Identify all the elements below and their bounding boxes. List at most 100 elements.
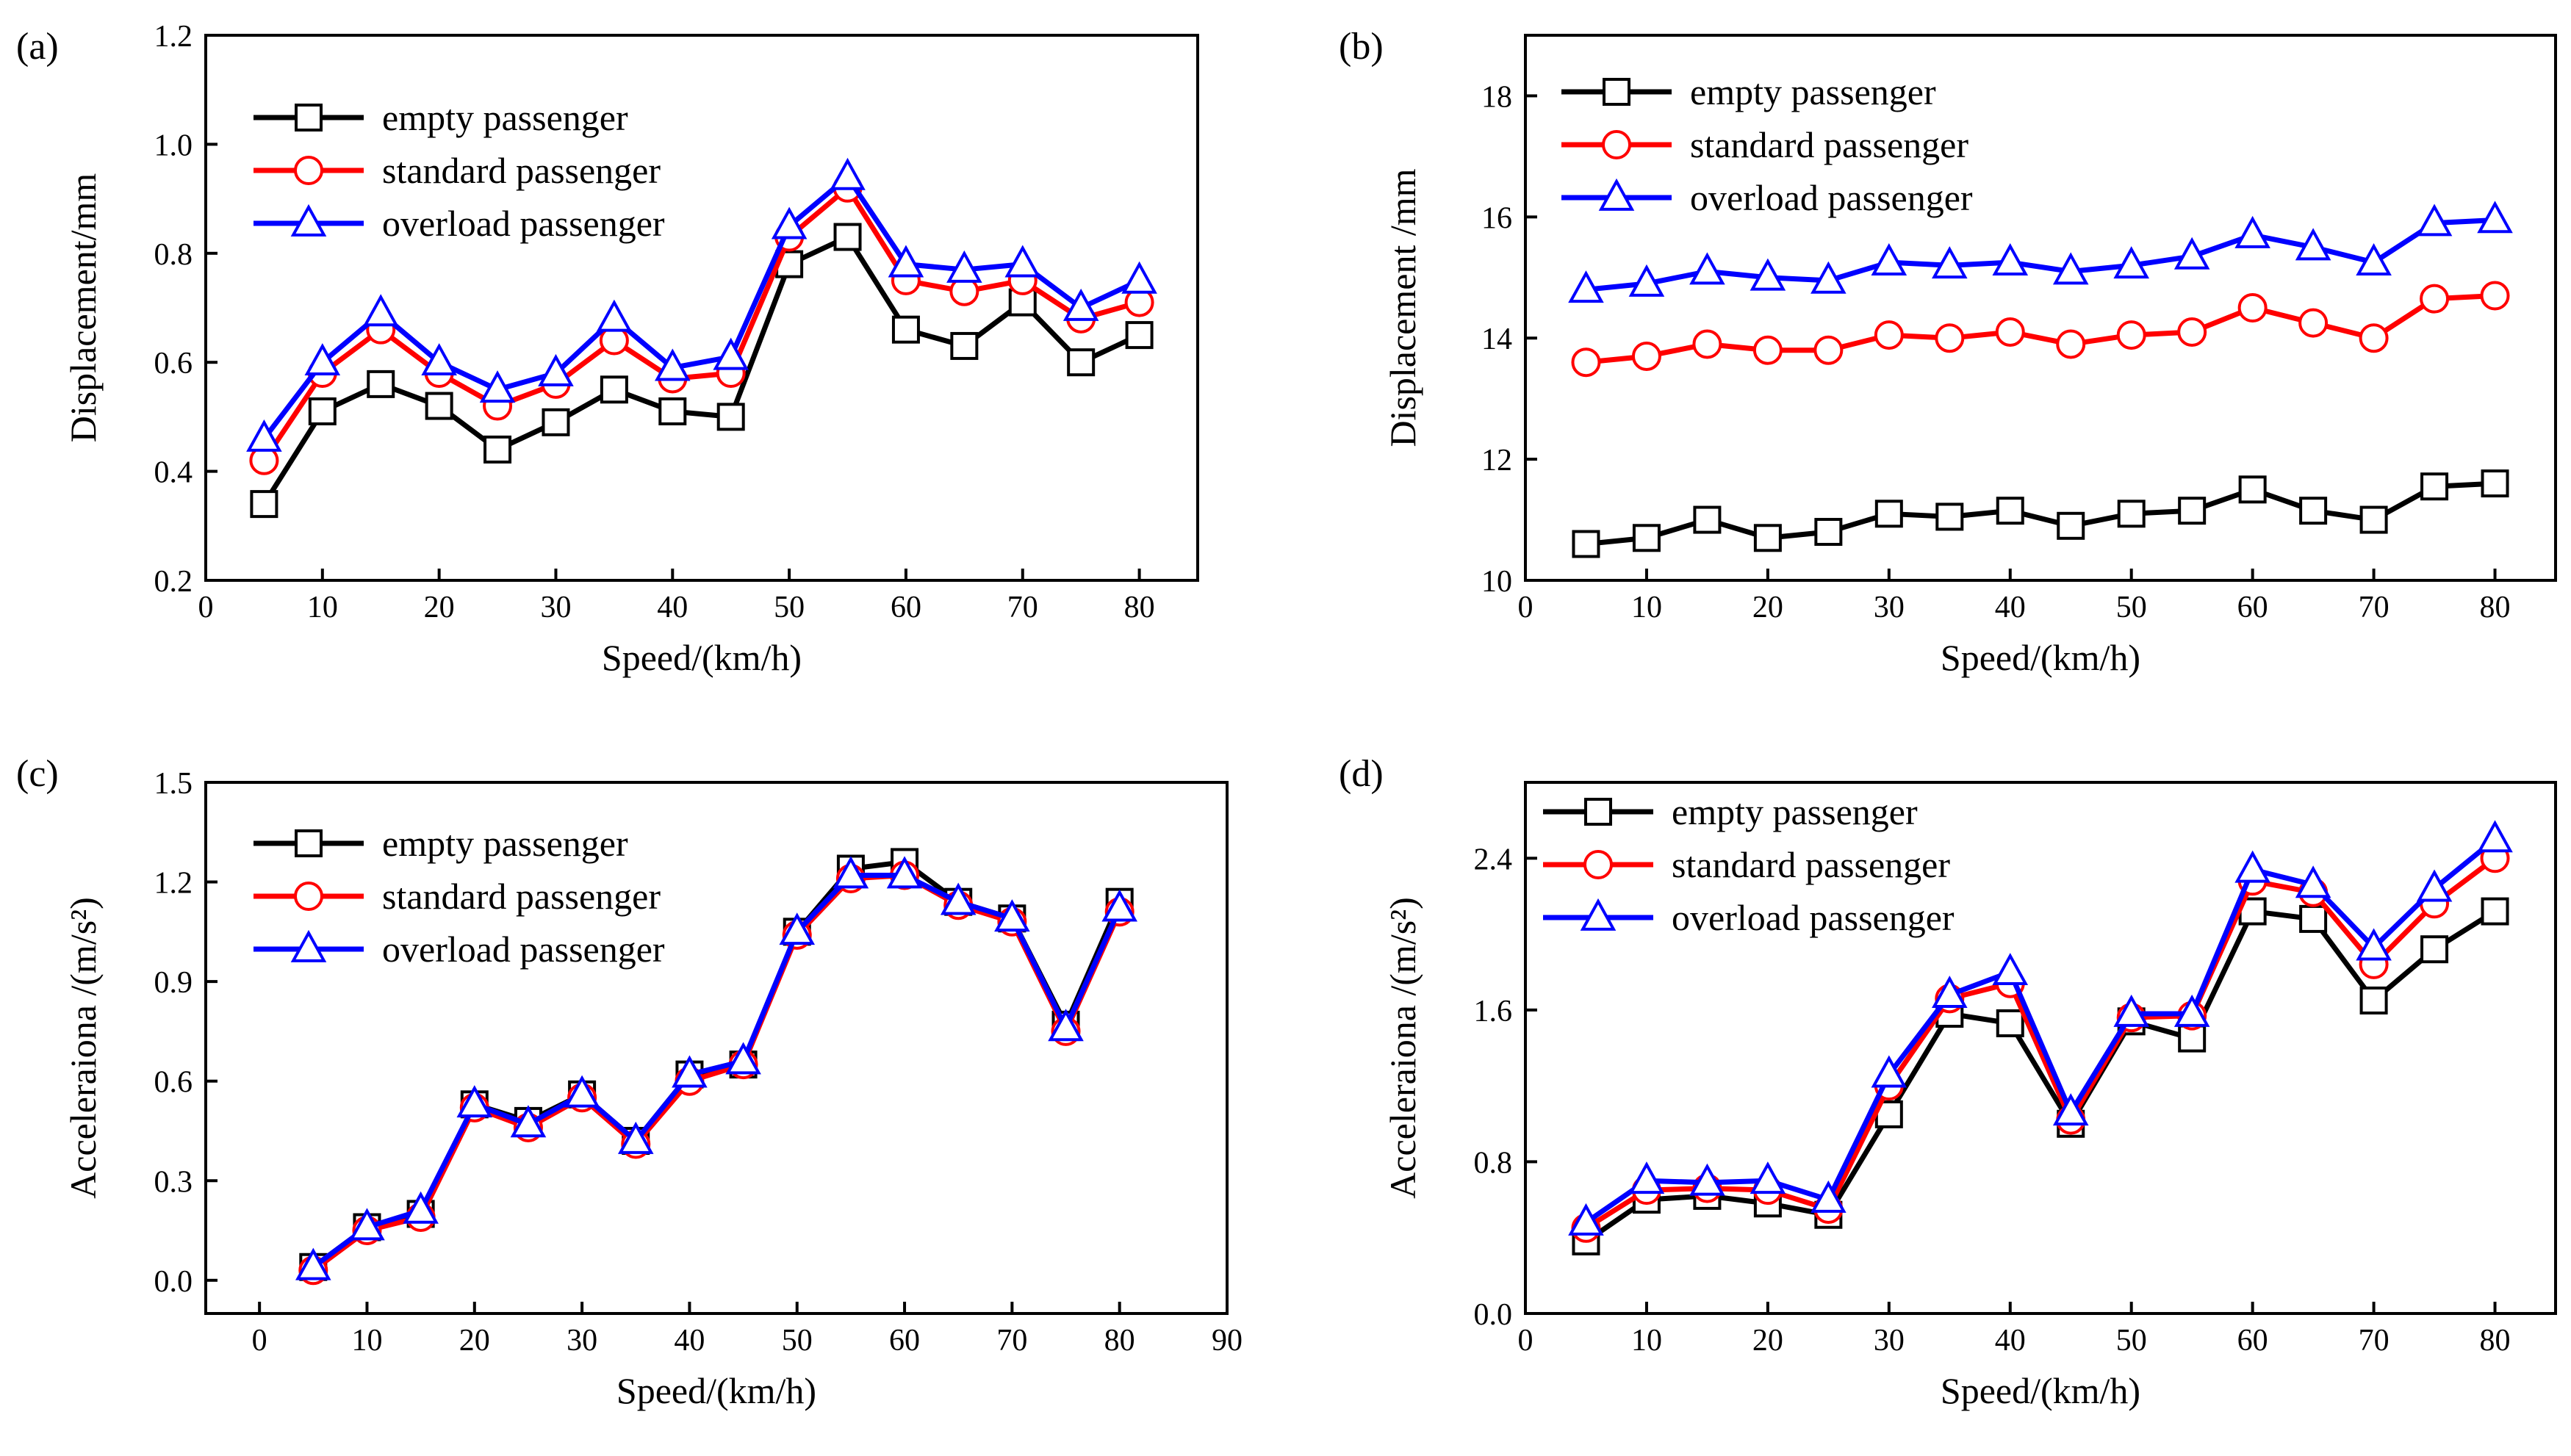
data-point-overload [2113,246,2149,279]
data-point-overload [1932,246,1968,279]
data-point-overload [362,294,399,327]
data-point-empty [425,392,453,420]
y-axis-title: Acceleraiona /(m/s²) [62,897,104,1199]
x-axis-title: Speed/(km/h) [1941,637,2140,678]
data-point-overload [713,337,749,370]
data-point-standard [2298,308,2329,338]
x-tick-label: 40 [674,1324,705,1358]
series-line-empty [1586,480,2495,547]
data-point-overload [2356,243,2392,276]
data-point-overload [1871,1055,1907,1088]
legend: empty passenger standard passenger overloa… [1543,791,1955,938]
panel-label: (d) [1339,753,1384,795]
data-point-empty [2359,505,2388,534]
data-point-overload [2052,1093,2089,1126]
data-point-overload [2477,201,2513,234]
data-point-empty [2481,897,2509,926]
x-tick-label: 80 [2480,591,2511,624]
x-tick-label: 80 [2480,1324,2511,1358]
data-point-overload [1871,243,1907,276]
x-tick-label: 80 [1104,1324,1135,1358]
chart-panel-1: (a) 0 10 20 30 40 50 60 70 80 0.2 0.4 0.6 0.8 1.0 1.2 Sp… [16,20,1199,678]
legend-label-overload: overload passenger [382,203,665,244]
y-tick-label: 2.4 [1474,843,1513,876]
data-point-empty [950,331,979,360]
x-tick-label: 60 [891,591,921,624]
x-tick-label: 60 [889,1324,920,1358]
data-point-overload [1062,288,1099,321]
series-line-standard [262,185,1140,462]
data-point-overload [946,250,982,283]
legend-marker-standard [1602,130,1631,159]
data-point-empty [2057,511,2085,540]
legend-label-standard: standard passenger [1672,844,1950,885]
data-point-empty [891,315,920,344]
x-tick-label: 30 [1874,591,1905,624]
x-tick-label: 30 [1874,1324,1905,1358]
y-tick-label: 0.8 [1474,1146,1513,1180]
data-point-overload [2416,869,2453,902]
y-tick-label: 10 [1481,565,1512,599]
x-tick-label: 0 [198,591,214,624]
data-point-overload [2356,928,2392,961]
data-point-standard [2056,329,2086,359]
y-tick-label: 0.2 [154,565,193,599]
data-point-empty [1753,524,1782,552]
data-point-standard [2420,284,2450,314]
chart-panel-4: (d) 0 10 20 30 40 50 60 70 80 0.0 0.8 1.6 2.4 Speed/(k… [1339,753,2557,1411]
plot-frame [1524,34,2557,582]
legend-marker-empty [1584,798,1612,826]
x-tick-label: 10 [351,1324,382,1358]
data-point-overload [1048,1009,1084,1042]
series-line-standard [1584,856,2497,1230]
data-point-overload [2234,850,2270,883]
data-point-overload [994,899,1030,932]
data-point-standard [2359,323,2389,353]
x-tick-label: 70 [2359,591,2390,624]
series-overload [246,157,1157,452]
chart-panel-3: (c) 0 10 20 30 40 50 60 70 80 90 0.0 0.3 0.6 0.9 1.2 1.5… [16,753,1243,1411]
data-point-overload [886,856,923,889]
legend-label-empty: empty passenger [1690,71,1936,112]
y-tick-label: 1.2 [154,20,193,54]
data-point-overload [510,1105,547,1138]
data-point-empty [367,370,395,398]
data-point-overload [538,353,574,386]
y-tick-label: 0.3 [154,1165,193,1199]
legend-marker-empty [295,829,323,857]
data-point-overload [2234,215,2270,248]
data-point-standard [1874,320,1904,350]
data-point-overload [1811,261,1847,294]
legend-label-standard: standard passenger [1690,124,1968,165]
x-tick-label: 50 [2116,1324,2147,1358]
data-point-empty [658,397,687,425]
data-point-empty [308,397,337,425]
legend: empty passenger standard passenger overloa… [253,97,665,244]
data-point-overload [596,299,633,332]
data-point-overload [1689,252,1725,285]
legend-marker-overload [290,929,327,962]
data-point-overload [655,348,691,381]
data-point-overload [1004,245,1041,278]
y-tick-label: 0.4 [154,456,193,490]
data-point-overload [403,1191,439,1224]
series-line-overload [312,873,1122,1269]
plot-frame [204,781,1229,1315]
y-tick-label: 0.6 [154,347,193,381]
data-point-overload [1628,264,1665,297]
x-tick-label: 30 [567,1324,597,1358]
x-tick-label: 40 [657,591,688,624]
x-tick-label: 60 [2237,591,2268,624]
data-point-standard [2237,293,2268,322]
data-point-overload [1750,1161,1786,1194]
y-tick-label: 1.6 [1474,995,1513,1028]
data-point-overload [2416,203,2453,237]
legend-marker-standard [1583,850,1613,879]
data-point-overload [1811,1180,1847,1213]
legend-label-standard: standard passenger [382,876,661,917]
x-axis-title: Speed/(km/h) [1941,1370,2140,1411]
legend-marker-standard [294,156,323,185]
y-tick-label: 0.8 [154,238,193,272]
series-overload [1568,201,2513,303]
